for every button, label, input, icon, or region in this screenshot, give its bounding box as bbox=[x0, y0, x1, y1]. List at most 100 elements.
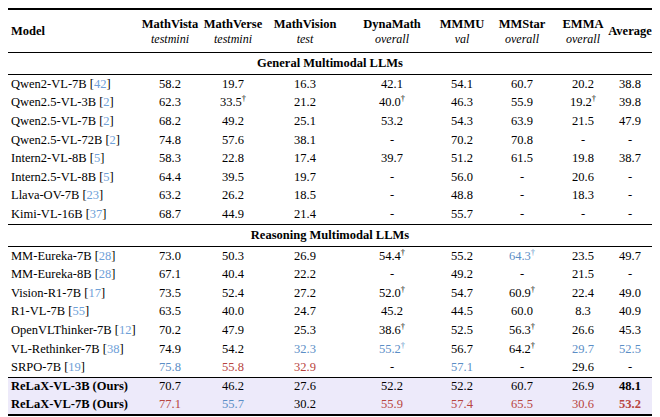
metric-value: 47.9 bbox=[202, 321, 264, 340]
metric-value: 17.4 bbox=[264, 149, 346, 168]
metric-value: 58.2 bbox=[138, 75, 202, 94]
citation-ref[interactable]: 37 bbox=[90, 207, 103, 221]
metric-value: - bbox=[558, 205, 608, 224]
metric-value: 68.2 bbox=[138, 112, 202, 131]
metric-value: 56.3† bbox=[486, 321, 558, 340]
dagger-mark: † bbox=[531, 246, 535, 256]
table-row: R1-VL-7B [55]63.540.024.745.244.560.08.3… bbox=[8, 303, 652, 322]
metric-value: 30.2 bbox=[264, 396, 346, 415]
citation-ref[interactable]: 12 bbox=[119, 323, 132, 337]
metric-value: 44.9 bbox=[202, 205, 264, 224]
metric-value: 22.8 bbox=[202, 149, 264, 168]
metric-value: 52.0† bbox=[346, 284, 438, 303]
citation-ref[interactable]: 17 bbox=[88, 286, 101, 300]
metric-value: 73.0 bbox=[138, 246, 202, 265]
citation-ref[interactable]: 55 bbox=[72, 304, 85, 318]
metric-value: 47.9 bbox=[608, 112, 652, 131]
metric-value: 29.7 bbox=[558, 340, 608, 359]
metric-value: 32.9 bbox=[264, 358, 346, 377]
metric-value: - bbox=[346, 265, 438, 284]
metric-value: - bbox=[608, 358, 652, 377]
model-name: SRPO-7B [19] bbox=[8, 358, 138, 377]
table-row: Qwen2-VL-7B [42]58.219.716.342.154.160.7… bbox=[8, 75, 652, 94]
metric-value: 19.2† bbox=[558, 94, 608, 113]
citation-ref[interactable]: 5 bbox=[94, 151, 100, 165]
metric-value: - bbox=[558, 131, 608, 150]
citation-ref[interactable]: 38 bbox=[107, 342, 120, 356]
metric-value: 57.4 bbox=[438, 396, 486, 415]
metric-value: 23.5 bbox=[558, 246, 608, 265]
metric-value: 61.5 bbox=[486, 149, 558, 168]
metric-value: 20.2 bbox=[558, 75, 608, 94]
metric-value: - bbox=[608, 187, 652, 206]
metric-value: 29.6 bbox=[558, 358, 608, 377]
column-title: MMMU bbox=[438, 16, 486, 32]
metric-value: 60.9† bbox=[486, 284, 558, 303]
citation-ref[interactable]: 28 bbox=[99, 249, 112, 263]
column-title: EMMA bbox=[558, 16, 608, 32]
citation-ref[interactable]: 19 bbox=[68, 360, 81, 374]
column-header-mmstar: MMStar overall bbox=[486, 9, 558, 53]
table-row: Kimi-VL-16B [37]68.744.921.4-55.7--- bbox=[8, 205, 652, 224]
citation-ref[interactable]: 42 bbox=[94, 77, 107, 91]
metric-value: 39.5 bbox=[202, 168, 264, 187]
dagger-mark: † bbox=[401, 340, 405, 350]
model-name: OpenVLThinker-7B [12] bbox=[8, 321, 138, 340]
table-row: Qwen2.5-VL-72B [2]74.857.638.1-70.270.8-… bbox=[8, 131, 652, 150]
dagger-mark: † bbox=[242, 94, 246, 104]
column-header-mmmu: MMMU val bbox=[438, 9, 486, 53]
metric-value: 21.5 bbox=[558, 112, 608, 131]
metric-value: 38.8 bbox=[608, 75, 652, 94]
column-title: Model bbox=[11, 10, 138, 52]
metric-value: - bbox=[486, 205, 558, 224]
metric-value: 30.6 bbox=[558, 396, 608, 415]
metric-value: 8.3 bbox=[558, 303, 608, 322]
metric-value: 52.4 bbox=[202, 284, 264, 303]
table-row: SRPO-7B [19]75.855.832.9-57.1-29.6- bbox=[8, 358, 652, 377]
model-name: ReLaX-VL-7B (Ours) bbox=[8, 396, 138, 415]
citation-ref[interactable]: 28 bbox=[99, 267, 112, 281]
metric-value: 22.2 bbox=[264, 265, 346, 284]
table-row: Vision-R1-7B [17]73.552.427.252.0†54.760… bbox=[8, 284, 652, 303]
dagger-mark: † bbox=[401, 94, 405, 104]
model-name: ReLaX-VL-3B (Ours) bbox=[8, 377, 138, 396]
column-subtitle: val bbox=[438, 32, 486, 46]
citation-ref[interactable]: 5 bbox=[103, 170, 109, 184]
citation-ref[interactable]: 2 bbox=[103, 95, 109, 109]
metric-value: 25.1 bbox=[264, 112, 346, 131]
citation-ref[interactable]: 23 bbox=[87, 188, 100, 202]
model-name: VL-Rethinker-7B [38] bbox=[8, 340, 138, 359]
metric-value: 26.9 bbox=[558, 377, 608, 396]
metric-value: 58.3 bbox=[138, 149, 202, 168]
results-table: Model MathVista testmini MathVerse testm… bbox=[8, 8, 652, 416]
metric-value: 64.4 bbox=[138, 168, 202, 187]
metric-value: 55.2 bbox=[438, 246, 486, 265]
table-body: General Multimodal LLMsQwen2-VL-7B [42]5… bbox=[8, 53, 652, 415]
table-row: Intern2-VL-8B [5]58.322.817.439.751.261.… bbox=[8, 149, 652, 168]
metric-value: 38.7 bbox=[608, 149, 652, 168]
model-name: Intern2.5-VL-8B [5] bbox=[8, 168, 138, 187]
citation-ref[interactable]: 2 bbox=[110, 133, 116, 147]
dagger-mark: † bbox=[401, 246, 405, 256]
metric-value: 19.7 bbox=[264, 168, 346, 187]
citation-ref[interactable]: 2 bbox=[103, 114, 109, 128]
metric-value: 73.5 bbox=[138, 284, 202, 303]
column-title: MMStar bbox=[486, 16, 558, 32]
model-name: Intern2-VL-8B [5] bbox=[8, 149, 138, 168]
metric-value: 32.3 bbox=[264, 340, 346, 359]
column-title: Average bbox=[608, 10, 652, 52]
metric-value: 74.9 bbox=[138, 340, 202, 359]
metric-value: 54.4† bbox=[346, 246, 438, 265]
metric-value: 49.7 bbox=[608, 246, 652, 265]
column-title: MathVerse bbox=[202, 16, 264, 32]
metric-value: 26.6 bbox=[558, 321, 608, 340]
metric-value: 63.5 bbox=[138, 303, 202, 322]
metric-value: 16.3 bbox=[264, 75, 346, 94]
column-subtitle: test bbox=[264, 32, 346, 46]
metric-value: - bbox=[346, 205, 438, 224]
metric-value: - bbox=[346, 131, 438, 150]
dagger-mark: † bbox=[531, 321, 535, 331]
metric-value: - bbox=[346, 187, 438, 206]
metric-value: 55.9 bbox=[346, 396, 438, 415]
metric-value: 51.2 bbox=[438, 149, 486, 168]
